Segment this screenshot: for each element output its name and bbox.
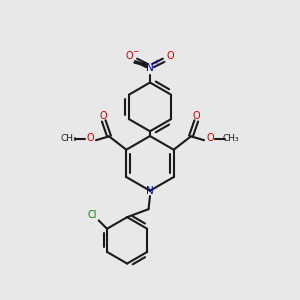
Text: O: O xyxy=(193,110,200,121)
Text: O: O xyxy=(206,133,214,143)
Text: CH₃: CH₃ xyxy=(61,134,78,142)
Text: −: − xyxy=(132,47,138,56)
Text: O: O xyxy=(100,110,107,121)
Text: Cl: Cl xyxy=(87,210,97,220)
Text: O: O xyxy=(126,51,134,61)
Text: O: O xyxy=(86,133,94,143)
Text: CH₃: CH₃ xyxy=(222,134,239,142)
Text: N: N xyxy=(146,186,154,196)
Text: +: + xyxy=(154,59,160,65)
Text: O: O xyxy=(167,51,174,61)
Text: N: N xyxy=(146,63,154,73)
